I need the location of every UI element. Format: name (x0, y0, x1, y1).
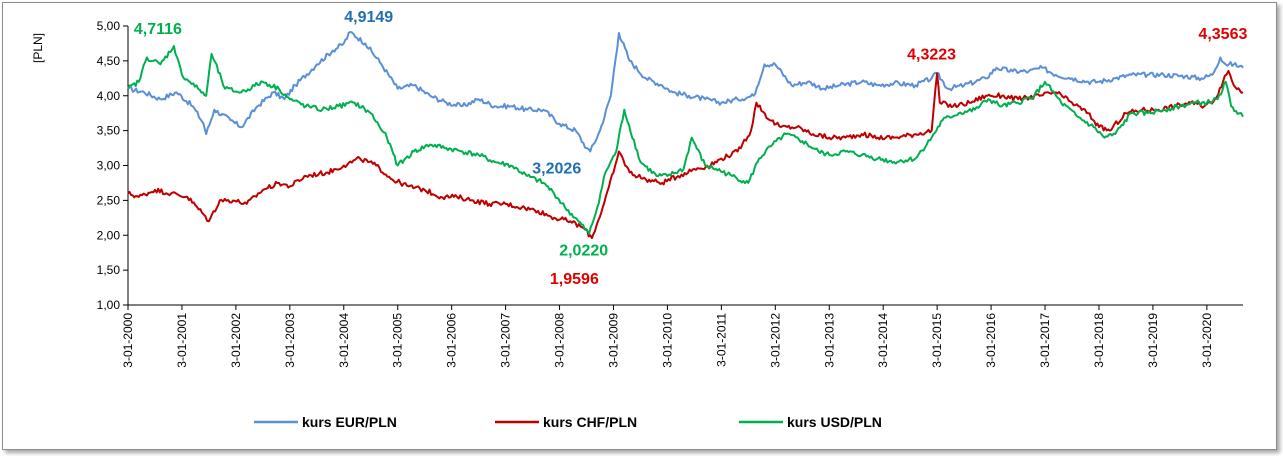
data-label: 4,9149 (344, 9, 393, 26)
x-tick-label: 3-01-2015 (930, 313, 944, 368)
data-label: 2,0220 (559, 243, 608, 260)
legend-label-3: kurs USD/PLN (787, 414, 882, 430)
chart-frame (2, 2, 1277, 450)
legend-label-2: kurs CHF/PLN (543, 414, 637, 430)
y-tick-label: 4,00 (97, 89, 121, 103)
data-label: 3,2026 (532, 160, 581, 177)
series-line-1 (127, 30, 1244, 153)
x-tick-label: 3-01-2005 (391, 313, 405, 368)
y-tick-label: 4,50 (97, 54, 121, 68)
x-tick-label: 3-01-2010 (660, 313, 674, 368)
x-tick-label: 3-01-2011 (714, 313, 728, 367)
x-tick-label: 3-01-2008 (553, 313, 567, 368)
x-tick-label: 3-01-2016 (984, 313, 998, 368)
y-axis: 1,00 1,50 2,00 2,50 3,00 3,50 4,00 4,50 5,00 (97, 19, 129, 312)
data-label: 1,9596 (550, 271, 599, 288)
x-tick-label: 3-01-2006 (445, 313, 459, 368)
series-line-3 (127, 45, 1244, 235)
series-line-2 (127, 69, 1244, 240)
x-tick-label: 3-01-2013 (822, 313, 836, 368)
x-tick-label: 3-01-2003 (283, 313, 297, 368)
y-tick-label: 3,00 (97, 159, 121, 173)
x-tick-label: 3-01-2012 (768, 313, 782, 368)
x-tick-label: 3-01-2020 (1200, 313, 1214, 368)
y-tick-label: 1,50 (97, 263, 121, 277)
legend-label-1: kurs EUR/PLN (302, 414, 397, 430)
legend: kurs EUR/PLN kurs CHF/PLN kurs USD/PLN (254, 414, 882, 430)
data-label: 4,3223 (907, 46, 956, 63)
y-tick-label: 1,00 (97, 298, 121, 312)
y-tick-label: 2,50 (97, 193, 121, 207)
x-tick-label: 3-01-2002 (229, 313, 243, 368)
x-tick-label: 3-01-2001 (175, 313, 189, 368)
x-tick-label: 3-01-2007 (499, 313, 513, 368)
data-label: 4,3563 (1198, 26, 1247, 43)
x-tick-label: 3-01-2009 (606, 313, 620, 368)
x-tick-label: 3-01-2017 (1038, 313, 1052, 368)
data-label: 4,7116 (134, 21, 182, 38)
y-tick-label: 3,50 (97, 124, 121, 138)
x-axis: 3-01-2000 3-01-2001 3-01-2002 3-01-2003 3-01… (121, 304, 1243, 368)
y-axis-label: [PLN] (31, 33, 45, 63)
x-tick-label: 3-01-2004 (337, 313, 351, 368)
x-tick-label: 3-01-2014 (876, 313, 890, 368)
y-tick-label: 5,00 (97, 19, 121, 33)
x-tick-label: 3-01-2000 (121, 313, 135, 368)
x-tick-label: 3-01-2018 (1092, 313, 1106, 368)
y-tick-label: 2,00 (97, 228, 121, 242)
annotation-layer: 4,7116 4,9149 3,2026 2,0220 1,9596 4,3223 4,35… (134, 9, 1248, 288)
series-layer (127, 30, 1244, 240)
x-tick-label: 3-01-2019 (1146, 313, 1160, 368)
